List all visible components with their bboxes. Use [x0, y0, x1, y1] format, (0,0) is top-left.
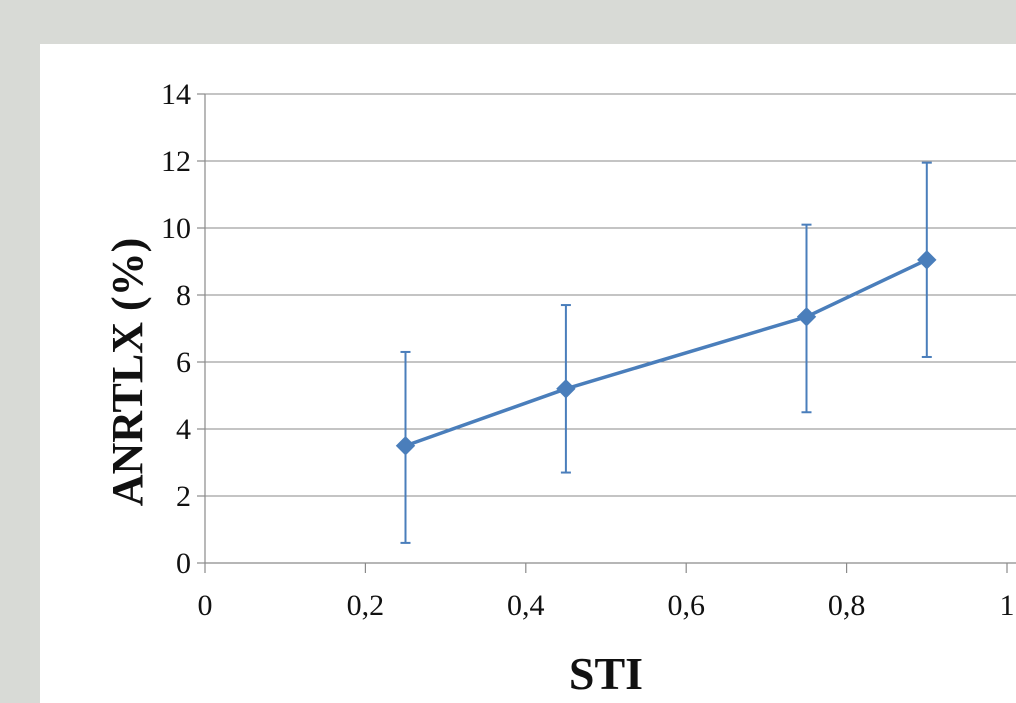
data-point — [395, 436, 416, 456]
x-tick-label: 0,4 — [507, 589, 545, 622]
data-point — [556, 379, 576, 399]
x-tick-label: 0,8 — [828, 589, 866, 622]
y-axis-title: ANRTLX (%) — [103, 238, 152, 507]
y-tick-label: 8 — [176, 279, 191, 312]
x-tick-label: 1 — [1000, 589, 1015, 622]
y-tick-label: 4 — [176, 413, 191, 446]
y-tick-label: 14 — [161, 78, 191, 111]
x-tick-label: 0,2 — [347, 589, 385, 622]
x-tick-label: 0 — [198, 589, 213, 622]
x-tick-label: 0,6 — [667, 589, 705, 622]
y-tick-label: 12 — [161, 145, 191, 178]
chart-panel: 0 2 4 6 8 10 12 14 0 0,2 0,4 0,6 0,8 1 STI ANRTLX (%) — [40, 44, 1016, 703]
x-axis-title: STI — [569, 648, 643, 699]
data-point — [917, 250, 937, 270]
y-tick-label: 2 — [176, 480, 191, 513]
y-tick-label: 0 — [176, 547, 191, 580]
y-tick-label: 10 — [161, 212, 191, 245]
data-point — [796, 307, 817, 327]
series-line — [404, 258, 928, 448]
y-tick-label: 6 — [176, 346, 191, 379]
chart: 0 2 4 6 8 10 12 14 0 0,2 0,4 0,6 0,8 1 STI ANRTLX (%) — [103, 78, 1016, 699]
